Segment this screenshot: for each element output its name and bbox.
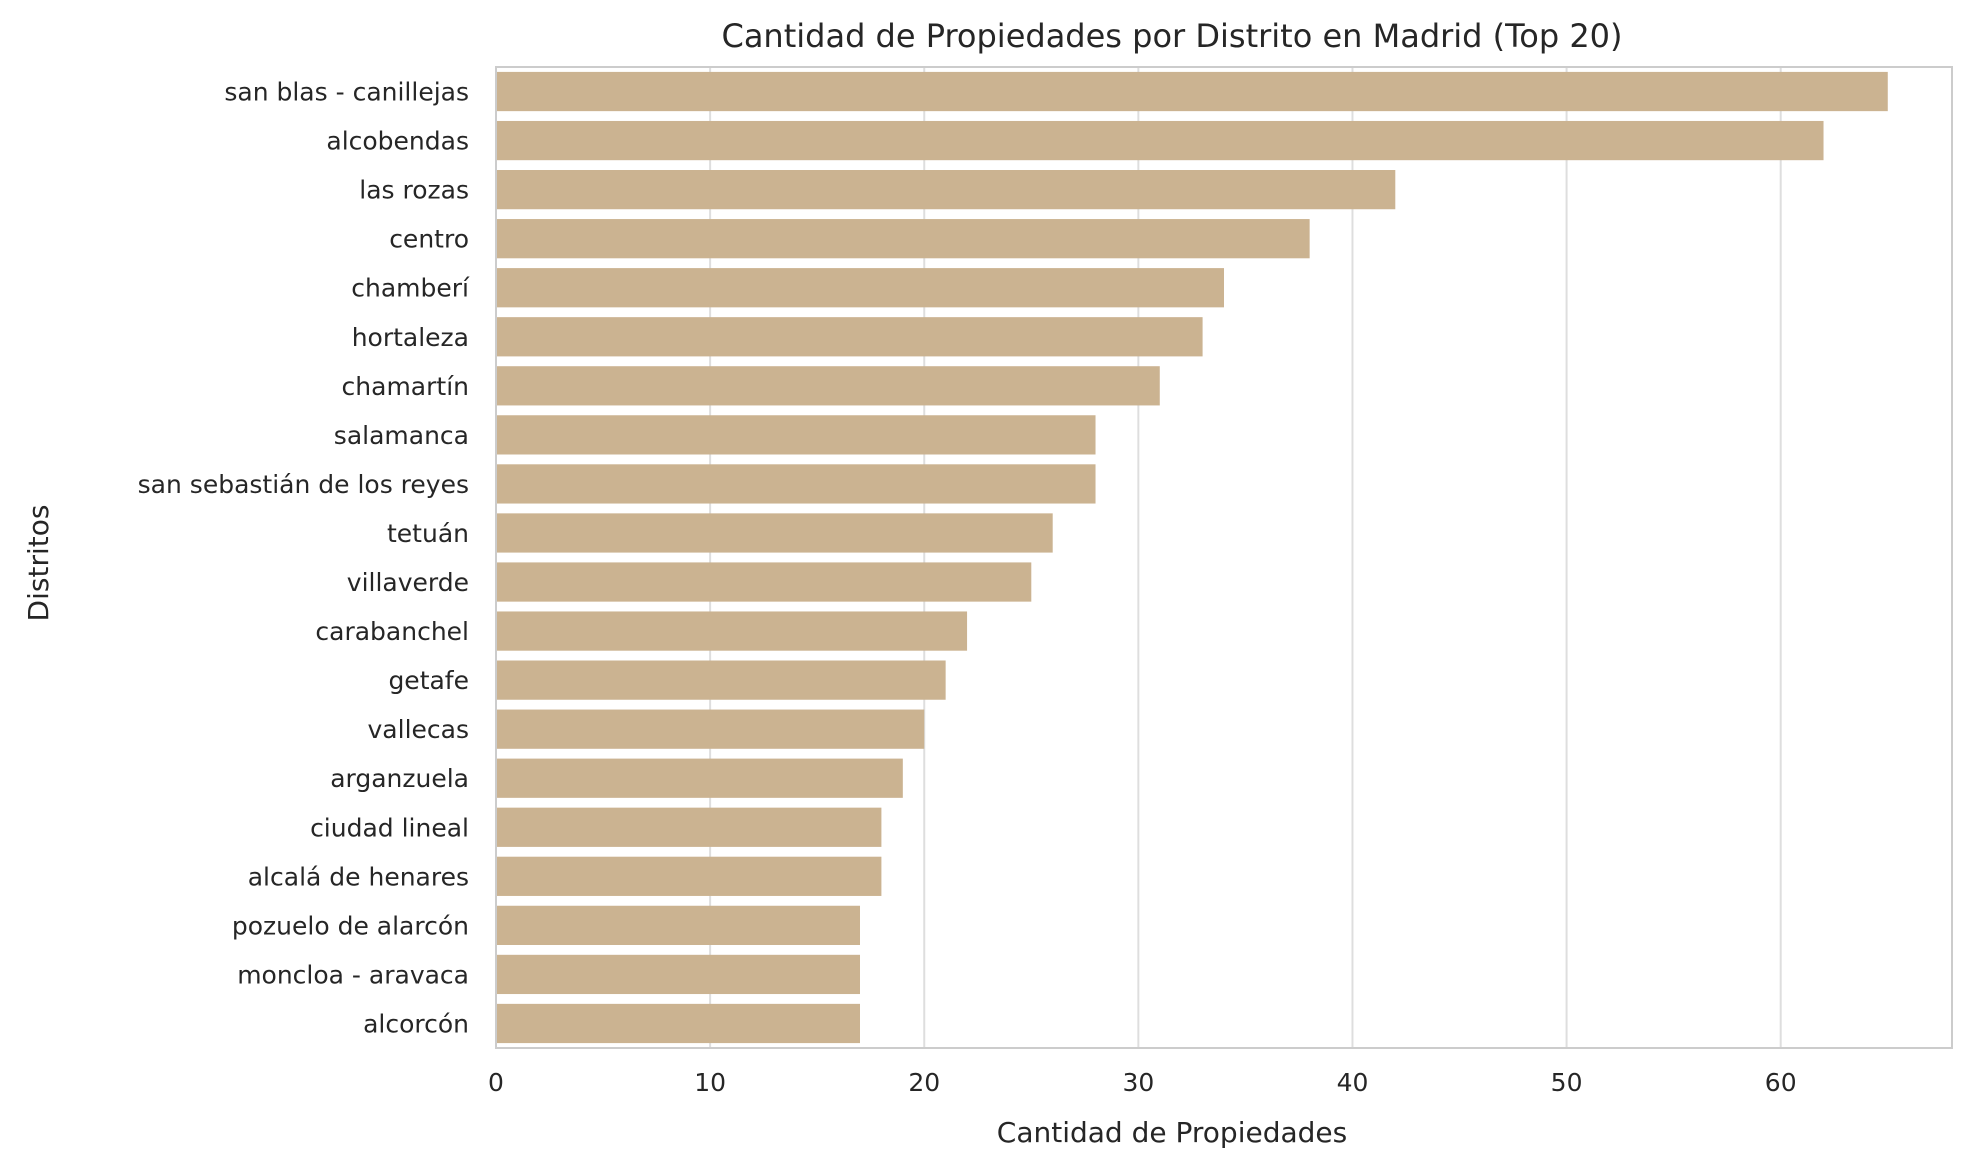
x-tick-label: 30	[1122, 1068, 1154, 1097]
y-tick-label: san sebastián de los reyes	[138, 470, 469, 499]
y-tick-label: alcorcón	[363, 1009, 469, 1038]
y-tick-label: tetuán	[387, 519, 469, 548]
y-axis-label: Distritos	[22, 505, 55, 622]
chart-title: Cantidad de Propiedades por Distrito en …	[721, 17, 1622, 55]
bar	[496, 268, 1224, 308]
x-tick-label: 40	[1337, 1068, 1369, 1097]
bar	[496, 317, 1203, 357]
y-tick-label: salamanca	[334, 421, 469, 450]
x-tick-label: 10	[694, 1068, 726, 1097]
bar	[496, 1003, 860, 1044]
bars	[496, 71, 1888, 1044]
y-tick-label: ciudad lineal	[310, 813, 469, 842]
y-tick-labels: san blas - canillejas alcobendas las rozas…	[138, 78, 470, 1039]
y-tick-label: getafe	[388, 666, 469, 695]
x-tick-label: 60	[1765, 1068, 1797, 1097]
bar	[496, 856, 882, 896]
y-tick-label: pozuelo de alarcón	[232, 911, 469, 940]
y-tick-label: centro	[389, 225, 469, 254]
y-tick-label: alcalá de henares	[248, 862, 469, 891]
bar	[496, 71, 1888, 112]
bar	[496, 219, 1310, 259]
x-tick-labels: 0 10 20 30 40 50 60	[488, 1068, 1797, 1097]
y-tick-label: carabanchel	[315, 617, 469, 646]
x-axis-label: Cantidad de Propiedades	[997, 1116, 1347, 1149]
y-tick-label: arganzuela	[330, 764, 469, 793]
bar	[496, 562, 1032, 602]
x-tick-label: 50	[1551, 1068, 1583, 1097]
bar	[496, 660, 946, 700]
bar	[496, 807, 882, 847]
x-tick-label: 0	[488, 1068, 504, 1097]
plot-frame	[495, 66, 1953, 1049]
y-tick-label: las rozas	[359, 176, 469, 205]
bar	[496, 611, 968, 651]
bar	[496, 954, 860, 995]
bar	[496, 415, 1096, 455]
gridlines	[495, 67, 1782, 1048]
bar	[496, 758, 903, 798]
bar	[496, 170, 1396, 210]
bar	[496, 709, 925, 749]
x-tick-label: 20	[908, 1068, 940, 1097]
y-tick-label: alcobendas	[326, 127, 469, 156]
bar	[496, 513, 1053, 553]
y-tick-label: moncloa - aravaca	[237, 960, 469, 989]
bar	[496, 464, 1096, 504]
y-tick-label: vallecas	[368, 715, 469, 744]
bar	[496, 905, 860, 945]
bar	[496, 120, 1824, 161]
bar	[496, 366, 1160, 406]
y-tick-label: san blas - canillejas	[224, 78, 469, 107]
y-tick-label: chamartín	[342, 372, 469, 401]
y-tick-label: villaverde	[347, 568, 469, 597]
y-tick-label: hortaleza	[352, 323, 469, 352]
y-tick-label: chamberí	[351, 274, 470, 303]
